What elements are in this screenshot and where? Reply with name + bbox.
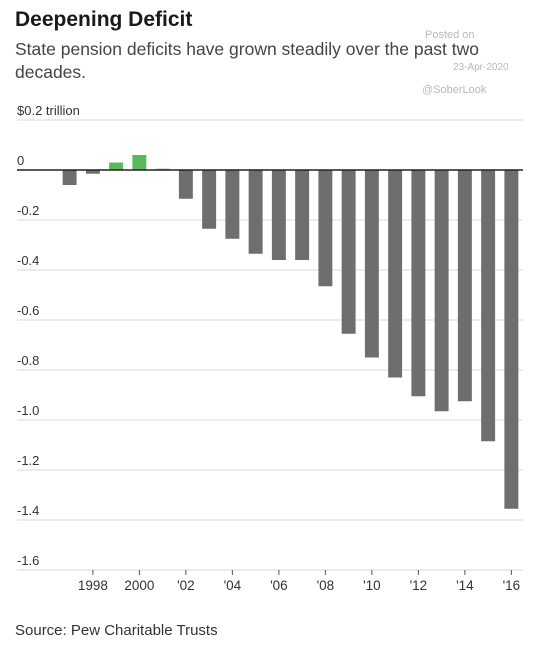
x-tick-label: '08 <box>317 578 335 593</box>
watermark-date: 23-Apr-2020 <box>453 62 509 73</box>
bar-2005 <box>248 170 263 254</box>
y-tick-label: -1.4 <box>17 503 39 518</box>
bar-2015 <box>481 170 496 442</box>
bars <box>62 155 519 509</box>
x-tick-label: '06 <box>270 578 288 593</box>
x-tick-label: 1998 <box>78 578 108 593</box>
y-tick-label: $0.2 trillion <box>17 103 80 118</box>
bar-2014 <box>457 170 472 402</box>
bar-2012 <box>411 170 426 397</box>
x-tick-label: '04 <box>224 578 242 593</box>
chart-title: Deepening Deficit <box>15 8 193 31</box>
y-tick-label: -1.0 <box>17 403 39 418</box>
bar-2002 <box>178 170 193 199</box>
y-tick-label: -0.2 <box>17 203 39 218</box>
bar-2003 <box>202 170 217 229</box>
bar-2004 <box>225 170 240 239</box>
x-tick-label: '10 <box>363 578 381 593</box>
y-tick-label: -1.2 <box>17 453 39 468</box>
y-tick-label: -0.4 <box>17 253 39 268</box>
axis: $0.2 trillion 0 -0.2 -0.4 -0.6 -0.8 -1.0 -1.2 -1… <box>17 103 523 593</box>
source-note: Source: Pew Charitable Trusts <box>15 622 218 639</box>
bar-1998 <box>85 170 100 174</box>
bar-2013 <box>434 170 449 412</box>
y-tick-label: -1.6 <box>17 553 39 568</box>
x-tick-label: '14 <box>456 578 474 593</box>
x-tick-label: '16 <box>503 578 521 593</box>
bar-2016 <box>504 170 519 509</box>
x-tick-label: 2000 <box>124 578 154 593</box>
bar-2000 <box>132 155 147 170</box>
bar-1997 <box>62 170 77 185</box>
x-tick-label: '02 <box>177 578 195 593</box>
bar-2010 <box>364 170 379 358</box>
bar-2008 <box>318 170 333 287</box>
bar-2011 <box>388 170 403 378</box>
bar-2009 <box>341 170 356 334</box>
watermark-posted: Posted on <box>425 29 475 41</box>
y-tick-label: -0.8 <box>17 353 39 368</box>
y-tick-label: -0.6 <box>17 303 39 318</box>
y-tick-label: 0 <box>17 153 24 168</box>
bar-2007 <box>295 170 310 260</box>
chart-subtitle: State pension deficits have grown steadi… <box>15 39 480 82</box>
watermark-handle: @SoberLook <box>422 84 487 96</box>
x-tick-label: '12 <box>410 578 428 593</box>
bar-1999 <box>109 162 124 170</box>
bar-2006 <box>271 170 286 260</box>
